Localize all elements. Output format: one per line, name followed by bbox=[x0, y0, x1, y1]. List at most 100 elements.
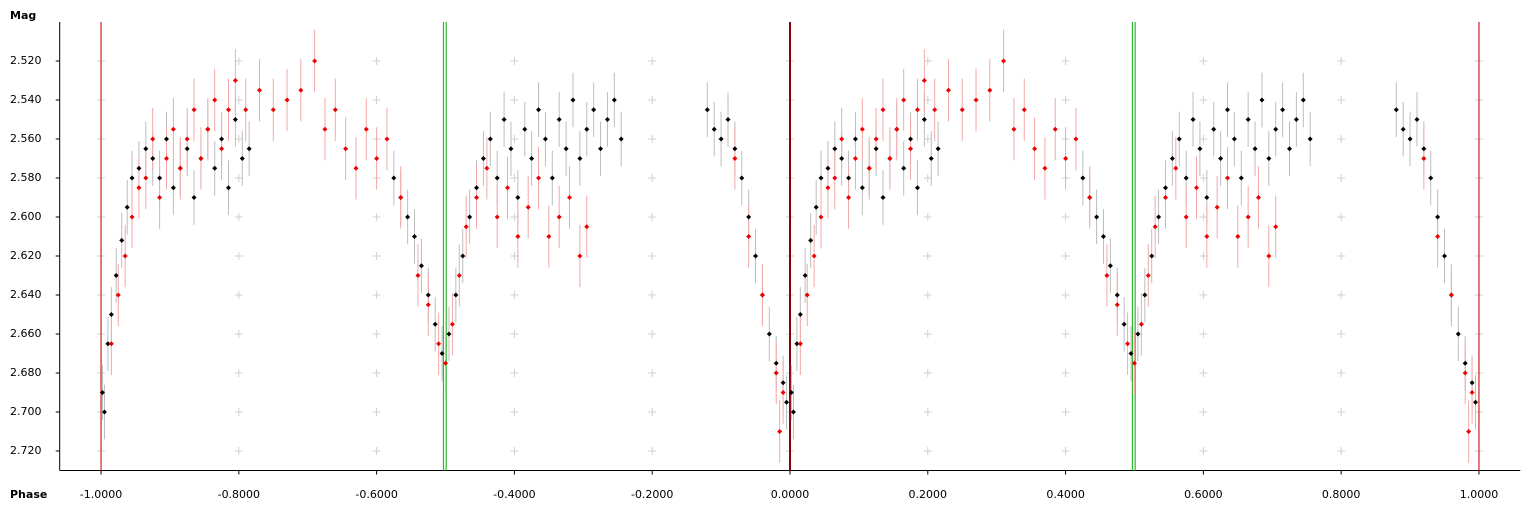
data-point bbox=[157, 175, 163, 181]
data-point bbox=[463, 224, 469, 230]
data-point bbox=[1063, 156, 1069, 161]
data-point bbox=[298, 87, 304, 93]
grid-cross bbox=[1337, 135, 1346, 143]
data-point bbox=[546, 234, 552, 239]
data-point bbox=[284, 97, 290, 103]
data-point bbox=[773, 370, 779, 376]
data-point bbox=[1393, 107, 1399, 113]
grid-cross bbox=[372, 57, 381, 65]
data-point bbox=[113, 273, 119, 278]
data-point bbox=[873, 136, 879, 142]
data-point bbox=[439, 351, 445, 356]
data-point bbox=[536, 107, 542, 113]
data-point bbox=[556, 117, 562, 122]
data-point bbox=[556, 214, 562, 220]
x-tick-label: -0.4000 bbox=[493, 488, 535, 501]
y-tick-label: 2.540 bbox=[10, 93, 42, 106]
data-point bbox=[1245, 214, 1251, 220]
data-point bbox=[1469, 380, 1475, 386]
grid-cross bbox=[923, 291, 932, 299]
y-tick-label: 2.620 bbox=[10, 249, 42, 262]
data-point bbox=[1114, 292, 1120, 298]
data-point bbox=[1138, 321, 1144, 327]
data-point bbox=[129, 214, 135, 220]
data-point bbox=[598, 146, 604, 152]
data-point bbox=[1107, 263, 1113, 269]
data-point bbox=[1156, 214, 1162, 220]
data-point bbox=[270, 107, 276, 113]
data-point bbox=[225, 185, 231, 191]
data-point bbox=[1307, 136, 1313, 142]
grid-cross bbox=[923, 135, 932, 143]
data-point bbox=[818, 175, 824, 181]
data-point bbox=[184, 146, 190, 152]
data-point bbox=[846, 175, 852, 181]
data-point bbox=[973, 97, 979, 103]
grid-cross bbox=[510, 96, 519, 104]
grid-cross bbox=[1337, 57, 1346, 65]
data-point bbox=[484, 165, 490, 171]
data-point bbox=[243, 107, 249, 113]
data-point bbox=[239, 156, 245, 161]
grid-cross bbox=[234, 57, 243, 65]
data-point bbox=[846, 195, 852, 200]
grid-cross bbox=[372, 213, 381, 221]
data-point bbox=[790, 409, 796, 415]
data-point bbox=[191, 195, 197, 200]
data-point bbox=[212, 97, 218, 103]
grid-cross bbox=[648, 57, 657, 65]
data-point bbox=[1204, 234, 1210, 239]
data-point bbox=[832, 146, 838, 152]
data-point bbox=[1421, 156, 1427, 161]
grid-cross bbox=[372, 408, 381, 416]
data-point bbox=[474, 195, 480, 200]
grid-cross bbox=[1061, 96, 1070, 104]
data-point bbox=[467, 214, 473, 220]
data-point bbox=[746, 214, 752, 220]
data-point bbox=[1183, 175, 1189, 181]
data-point bbox=[363, 126, 369, 132]
data-point bbox=[1125, 341, 1131, 347]
x-tick-label: 0.6000 bbox=[1184, 488, 1223, 501]
x-tick-label: 1.0000 bbox=[1460, 488, 1499, 501]
data-point bbox=[119, 237, 125, 243]
grid-cross bbox=[234, 96, 243, 104]
data-point bbox=[1214, 204, 1220, 210]
data-point bbox=[170, 126, 176, 132]
grid-cross bbox=[372, 369, 381, 377]
data-point bbox=[711, 126, 717, 132]
data-point bbox=[928, 156, 934, 161]
data-point bbox=[759, 292, 765, 298]
grid-cross bbox=[1337, 330, 1346, 338]
data-point bbox=[525, 204, 531, 210]
grid-cross bbox=[234, 408, 243, 416]
grid-cross bbox=[510, 330, 519, 338]
data-point bbox=[1042, 165, 1048, 171]
data-point bbox=[122, 253, 128, 259]
data-point bbox=[935, 146, 941, 152]
grid-cross bbox=[234, 369, 243, 377]
data-point bbox=[718, 136, 724, 142]
data-point bbox=[449, 321, 455, 327]
data-point bbox=[494, 175, 500, 181]
data-point bbox=[1255, 195, 1261, 200]
data-point bbox=[784, 399, 790, 405]
data-point bbox=[1197, 146, 1203, 152]
data-point bbox=[901, 165, 907, 171]
y-tick-label: 2.520 bbox=[10, 54, 42, 67]
data-point bbox=[802, 273, 808, 278]
data-point bbox=[591, 107, 597, 113]
data-point bbox=[852, 136, 858, 142]
data-point bbox=[99, 390, 105, 395]
grid-cross bbox=[1061, 213, 1070, 221]
data-point bbox=[584, 224, 590, 230]
data-point bbox=[725, 117, 731, 122]
data-point bbox=[494, 214, 500, 220]
data-point bbox=[808, 237, 814, 243]
data-point bbox=[1435, 214, 1441, 220]
data-point bbox=[773, 360, 779, 366]
x-tick-label: 0.8000 bbox=[1322, 488, 1361, 501]
data-point bbox=[584, 126, 590, 132]
